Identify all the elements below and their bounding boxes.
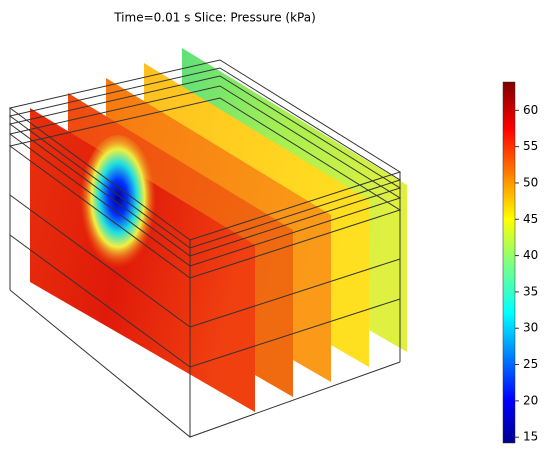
colorbar-tick-label: 30 <box>523 321 538 335</box>
colorbar-tick-label: 35 <box>523 284 538 298</box>
chart-title: Time=0.01 s Slice: Pressure (kPa) <box>113 11 316 25</box>
colorbar-tick-label: 55 <box>523 139 538 153</box>
slices <box>30 48 407 412</box>
colorbar-tick-label: 60 <box>523 103 538 117</box>
colorbar-tick-label: 50 <box>523 175 538 189</box>
colorbar-tick-label: 40 <box>523 248 538 262</box>
colorbar-tick-label: 20 <box>523 393 538 407</box>
colorbar <box>502 81 516 444</box>
domain-frame <box>8 59 402 438</box>
colorbar-tick-label: 15 <box>523 430 538 444</box>
colorbar-tick-label: 25 <box>523 357 538 371</box>
colorbar-ticks: 15 20 25 30 35 40 45 50 55 60 <box>515 103 538 444</box>
colorbar-tick-label: 45 <box>523 212 538 226</box>
pressure-minimum <box>80 135 156 275</box>
